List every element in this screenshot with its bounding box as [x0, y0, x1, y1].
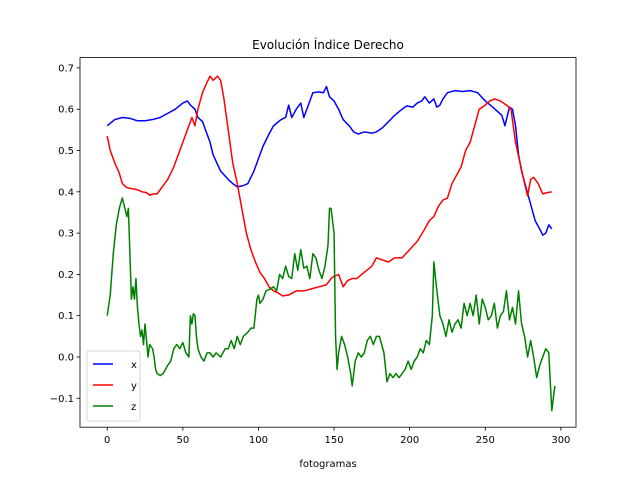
- y-tick-label: 0.4: [58, 187, 74, 198]
- legend-box: [86, 350, 141, 422]
- x-tick-label: 100: [249, 435, 268, 446]
- x-tick-label: 0: [104, 435, 110, 446]
- chart-title: Evolución Índice Derecho: [252, 37, 404, 52]
- y-tick-label: 0.3: [58, 229, 74, 240]
- plot-frame: [79, 57, 577, 428]
- x-tick-label: 200: [400, 435, 419, 446]
- y-tick-label: 0.1: [58, 311, 74, 322]
- legend: xyz: [86, 350, 141, 422]
- series-line-y: [106, 75, 552, 297]
- legend-label-z: z: [131, 402, 136, 413]
- y-tick-label: 0.2: [58, 270, 74, 281]
- legend-label-y: y: [131, 381, 137, 392]
- y-tick-label: 0.7: [58, 63, 74, 74]
- y-axis: −0.1 0.0 0.1 0.2 0.3 0.4 0.5 0.6 0.7: [50, 63, 80, 405]
- x-tick-label: 300: [551, 435, 570, 446]
- series-line-z: [106, 197, 556, 412]
- y-tick-label: 0.6: [58, 105, 74, 116]
- x-tick-label: 50: [176, 435, 189, 446]
- legend-label-x: x: [131, 360, 137, 371]
- x-tick-label: 250: [476, 435, 495, 446]
- x-axis-label: fotogramas: [299, 459, 356, 470]
- x-tick-label: 150: [325, 435, 344, 446]
- y-tick-label: 0.5: [58, 146, 74, 157]
- series-layer: [106, 75, 556, 412]
- y-tick-label: 0.0: [58, 352, 74, 363]
- x-axis: 0 50 100 150 200 250 300: [104, 427, 570, 446]
- y-tick-label: −0.1: [50, 394, 74, 405]
- series-line-x: [106, 85, 553, 236]
